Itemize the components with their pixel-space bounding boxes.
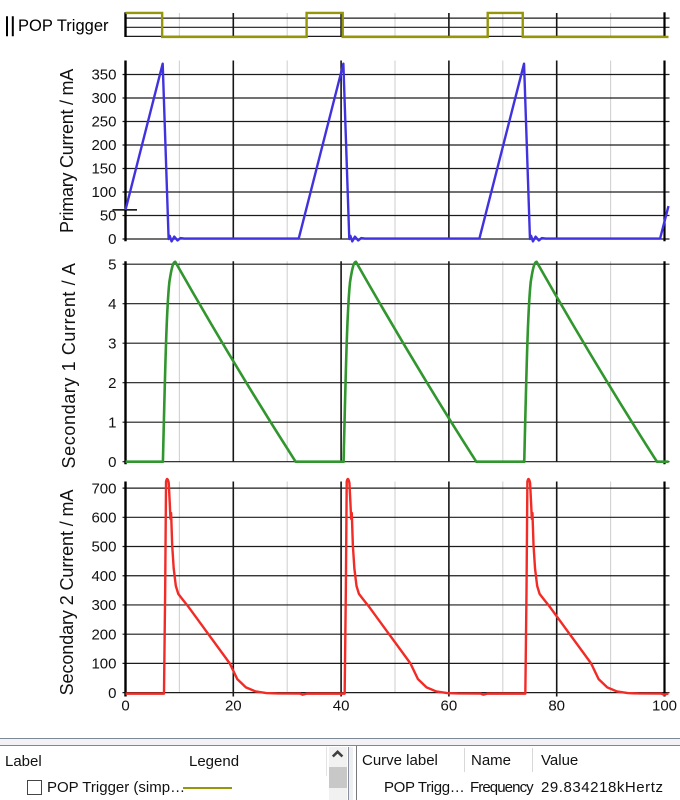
svg-text:Primary Current / mA: Primary Current / mA [57, 69, 77, 233]
svg-text:300: 300 [91, 597, 116, 614]
svg-text:700: 700 [91, 480, 116, 497]
svg-text:POP Trigger: POP Trigger [18, 17, 109, 35]
svg-text:200: 200 [91, 137, 116, 154]
svg-text:100: 100 [91, 184, 116, 201]
svg-text:60: 60 [441, 698, 458, 715]
svg-text:20: 20 [225, 698, 242, 715]
svg-text:80: 80 [548, 698, 565, 715]
svg-text:3: 3 [108, 335, 116, 352]
svg-text:0: 0 [121, 698, 129, 715]
svg-text:150: 150 [91, 161, 116, 178]
svg-text:2: 2 [108, 375, 116, 392]
svg-text:0: 0 [108, 454, 116, 471]
svg-text:4: 4 [108, 296, 116, 313]
svg-text:200: 200 [91, 626, 116, 643]
svg-text:400: 400 [91, 568, 116, 585]
svg-text:250: 250 [91, 114, 116, 131]
svg-text:600: 600 [91, 510, 116, 527]
svg-text:0: 0 [108, 685, 116, 702]
svg-text:0: 0 [108, 231, 116, 248]
svg-text:Secondary 2 Current / mA: Secondary 2 Current / mA [57, 490, 77, 696]
svg-text:40: 40 [333, 698, 350, 715]
svg-text:Secondary 1 Current / A: Secondary 1 Current / A [59, 263, 79, 469]
svg-text:500: 500 [91, 539, 116, 556]
svg-text:350: 350 [91, 67, 116, 84]
svg-text:100: 100 [91, 656, 116, 673]
svg-text:300: 300 [91, 90, 116, 107]
svg-text:1: 1 [108, 414, 116, 431]
svg-text:100: 100 [652, 698, 677, 715]
svg-text:5: 5 [108, 256, 116, 273]
svg-text:50: 50 [100, 208, 117, 225]
